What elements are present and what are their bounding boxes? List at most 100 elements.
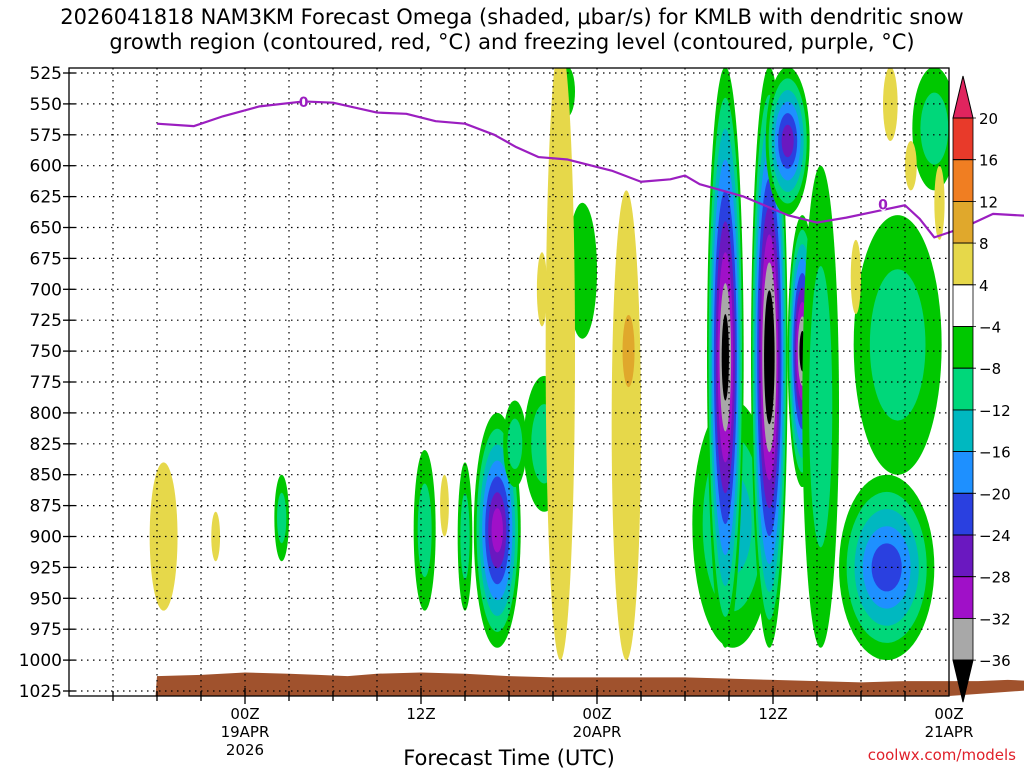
y-tick-label-775: 775 <box>30 373 62 393</box>
freezing-label-bg <box>879 197 887 212</box>
colorbar-label-8: −16 <box>979 444 1011 462</box>
y-tick-label-925: 925 <box>30 558 62 578</box>
credit-text: coolwx.com/models <box>868 746 1016 764</box>
omega-contour-21-1 <box>277 492 287 544</box>
omega-contour-25-0 <box>440 474 449 537</box>
chart-title-line1: 2026041818 NAM3KM Forecast Omega (shaded… <box>60 5 963 29</box>
y-tick-label-650: 650 <box>30 219 62 239</box>
omega-contour-24-0 <box>211 511 221 562</box>
y-tick-label-725: 725 <box>30 311 62 331</box>
plot-area: 00 <box>68 67 1024 697</box>
y-tick-label-600: 600 <box>30 157 62 177</box>
y-tick-label-675: 675 <box>30 249 62 269</box>
omega-region-30 <box>850 239 861 315</box>
freezing-level-label-1: 0 <box>878 198 888 214</box>
omega-contour-28-1 <box>622 315 635 388</box>
colorbar-segment-3 <box>952 200 974 244</box>
omega-contour-16-2 <box>986 539 1000 595</box>
omega-contour-0-6 <box>491 508 503 553</box>
y-tick-label-1000: 1000 <box>19 651 62 671</box>
omega-region-5 <box>567 202 597 339</box>
omega-contour-27-0 <box>611 190 641 661</box>
omega-region-11 <box>765 68 810 216</box>
omega-region-23 <box>149 462 178 611</box>
x-tick-label-2-0: 00Z <box>582 705 611 723</box>
omega-contour-17-1 <box>1018 501 1024 647</box>
x-tick-label-0-0: 00Z <box>230 705 259 723</box>
colorbar-label-1: 16 <box>979 152 998 170</box>
colorbar-segment-6 <box>952 326 974 369</box>
y-tick-label-550: 550 <box>30 95 62 115</box>
y-tick-label-875: 875 <box>30 497 62 517</box>
omega-contour-31-0 <box>905 140 917 191</box>
y-tick-label-750: 750 <box>30 342 62 362</box>
freezing-label-bg <box>299 94 308 109</box>
y-tick-label-1025: 1025 <box>19 682 62 702</box>
omega-region-24 <box>211 511 221 562</box>
colorbar-label-12: −32 <box>979 610 1011 628</box>
x-tick-label-3-0: 12Z <box>758 705 787 723</box>
omega-region-12 <box>802 165 840 648</box>
omega-contour-15-1 <box>920 92 949 165</box>
omega-region-3 <box>413 449 436 611</box>
x-tick-label-4-0: 00Z <box>934 705 963 723</box>
x-tick-label-0-1: 19APR <box>221 723 270 741</box>
omega-contour-1-1 <box>507 418 523 470</box>
colorbar-segment-10 <box>952 492 974 536</box>
omega-contour-26-0 <box>536 252 548 327</box>
omega-shading-layer <box>149 68 1024 661</box>
x-axis-label: Forecast Time (UTC) <box>403 746 615 768</box>
colorbar-label-2: 12 <box>979 193 998 211</box>
omega-region-0 <box>473 412 521 648</box>
omega-region-15 <box>912 68 949 191</box>
omega-contour-3-1 <box>417 483 432 578</box>
colorbar-label-6: −8 <box>979 360 1001 378</box>
x-tick-label-4-1: 21APR <box>925 723 974 741</box>
colorbar-label-9: −20 <box>979 485 1011 503</box>
colorbar-label-13: −36 <box>979 652 1011 670</box>
omega-region-21 <box>274 474 289 562</box>
colorbar-label-10: −24 <box>979 527 1011 545</box>
omega-contour-11-5 <box>781 124 794 158</box>
omega-region-8 <box>707 68 744 648</box>
omega-contour-9-9 <box>765 318 773 397</box>
chart-title-line2: growth region (contoured, red, °C) and f… <box>109 30 914 54</box>
omega-contour-8-8 <box>721 314 729 401</box>
omega-contour-12-1 <box>809 266 833 548</box>
omega-region-9 <box>751 68 788 648</box>
colorbar-segment-5 <box>952 284 974 327</box>
omega-contour-23-0 <box>149 462 178 611</box>
omega-contour-13-4 <box>871 543 902 592</box>
colorbar-label-11: −28 <box>979 569 1011 587</box>
omega-contour-17-0 <box>1015 487 1024 660</box>
colorbar-segment-7 <box>952 367 974 411</box>
y-axis: 525 550 575 600 625 650 675 700 725 750 775 800 825 8… <box>19 64 75 702</box>
x-tick-label-2-1: 20APR <box>573 723 622 741</box>
omega-region-31 <box>905 140 917 191</box>
colorbar-segment-11 <box>952 534 974 578</box>
x-tick-label-0-2: 2026 <box>226 741 264 759</box>
freezing-level-line <box>156 100 1024 239</box>
colorbar-label-5: −4 <box>979 319 1001 337</box>
terrain-fill <box>155 672 1024 696</box>
colorbar-label-4: 4 <box>979 277 989 295</box>
colorbar-segment-13 <box>952 618 974 661</box>
x-tick-label-1-0: 12Z <box>406 705 435 723</box>
omega-region-32 <box>934 165 945 240</box>
omega-region-29 <box>883 68 898 141</box>
y-tick-label-950: 950 <box>30 589 62 609</box>
colorbar-segment-2 <box>952 159 974 202</box>
y-tick-label-800: 800 <box>30 404 62 424</box>
y-tick-label-575: 575 <box>30 126 62 146</box>
terrain-layer <box>155 672 1024 696</box>
colorbar-segment-4 <box>952 242 974 286</box>
colorbar-segment-8 <box>952 409 974 452</box>
omega-contour-14-1 <box>869 269 926 421</box>
colorbar-label-0: 20 <box>979 110 998 128</box>
omega-contour-5-0 <box>567 202 597 339</box>
omega-region-25 <box>440 474 449 537</box>
freezing-level-layer: 00 <box>156 94 1024 239</box>
colorbar-segment-1 <box>952 117 974 161</box>
y-tick-label-625: 625 <box>30 188 62 208</box>
